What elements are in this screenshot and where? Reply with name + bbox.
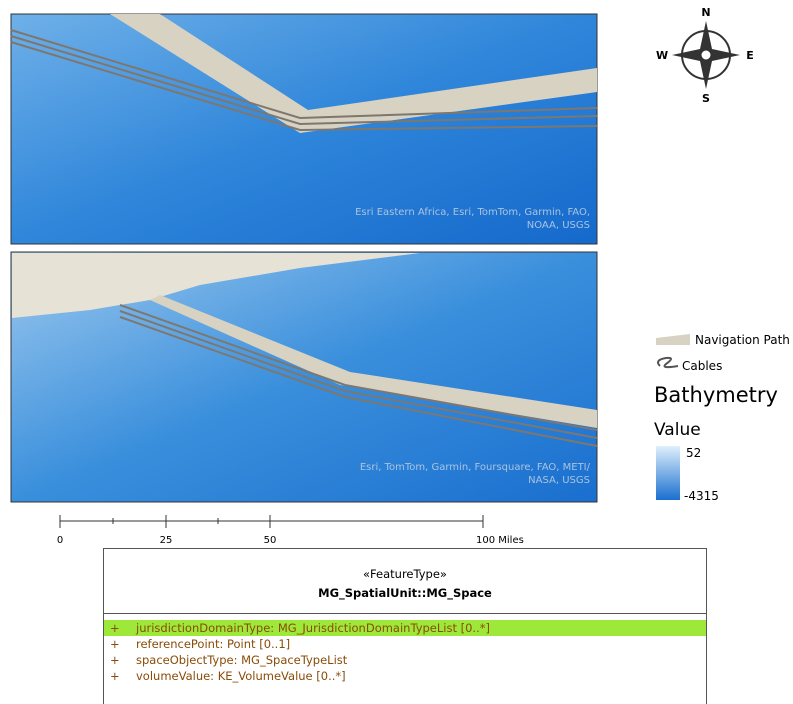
compass-e: E (746, 49, 754, 62)
compass-s: S (702, 92, 710, 105)
legend-ramp (656, 446, 680, 500)
page-body: {"map_top":{"attribution_1":"Esri Easter… (0, 0, 793, 704)
legend-path-swatch (656, 334, 690, 345)
visibility: + (110, 636, 120, 652)
visibility: + (110, 668, 120, 684)
uml-attribute[interactable]: + jurisdictionDomainType: MG_Jurisdiction… (104, 620, 706, 636)
legend-item: Navigation Path (695, 333, 790, 347)
visibility: + (110, 652, 120, 668)
uml-name: MG_SpatialUnit::MG_Space (104, 586, 706, 600)
attribution-line: Esri, TomTom, Garmin, Foursquare, FAO, M… (300, 461, 590, 474)
compass-n: N (701, 6, 710, 19)
scale-label: 50 (264, 535, 277, 546)
legend-max: 52 (686, 446, 701, 460)
attribution-line: NOAA, USGS (300, 219, 590, 232)
attribution-line: NASA, USGS (300, 474, 590, 487)
attribution-top: Esri Eastern Africa, Esri, TomTom, Garmi… (300, 206, 590, 232)
attribute-text: volumeValue: KE_VolumeValue [0..*] (136, 668, 346, 684)
legend-cable-swatch (658, 358, 678, 367)
uml-attribute[interactable]: + spaceObjectType: MG_SpaceTypeList (104, 652, 706, 668)
legend-min: -4315 (684, 489, 719, 503)
uml-divider (104, 613, 706, 614)
scale-label: 100 Miles (476, 535, 524, 546)
legend-title: Bathymetry (654, 383, 778, 407)
attribution-bottom: Esri, TomTom, Garmin, Foursquare, FAO, M… (300, 461, 590, 487)
uml-class: «FeatureType» MG_SpatialUnit::MG_Space +… (103, 548, 707, 704)
uml-stereotype: «FeatureType» (104, 567, 706, 581)
compass: N E S W (656, 6, 754, 105)
attribute-text: spaceObjectType: MG_SpaceTypeList (136, 652, 347, 668)
page: body{margin:0;width:793px;height:704px;o… (0, 0, 793, 704)
scale-bar (60, 515, 483, 528)
scale-label: 0 (57, 535, 63, 546)
uml-attribute[interactable]: + referencePoint: Point [0..1] (104, 636, 706, 652)
visibility: + (110, 620, 120, 636)
legend-item: Cables (682, 359, 722, 373)
attribution-line: Esri Eastern Africa, Esri, TomTom, Garmi… (300, 206, 590, 219)
attribute-text: jurisdictionDomainType: MG_JurisdictionD… (136, 620, 490, 636)
attribute-text: referencePoint: Point [0..1] (136, 636, 290, 652)
uml-attribute[interactable]: + volumeValue: KE_VolumeValue [0..*] (104, 668, 706, 684)
compass-w: W (656, 49, 668, 62)
compass-center (701, 50, 711, 60)
scale-label: 25 (160, 535, 173, 546)
legend-subtitle: Value (654, 420, 701, 440)
